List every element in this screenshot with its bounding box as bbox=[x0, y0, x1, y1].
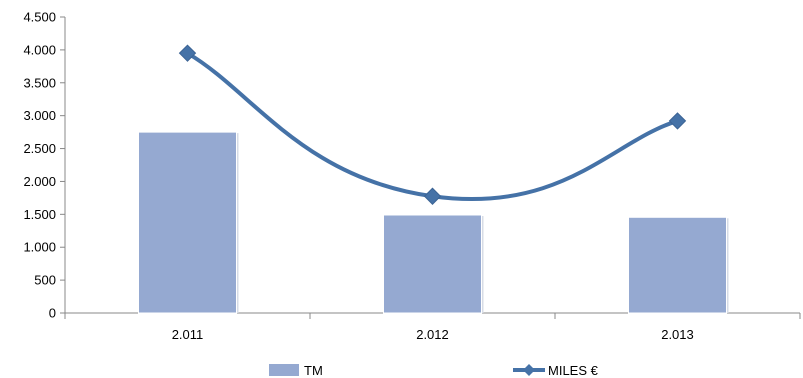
y-tick-label: 2.000 bbox=[23, 174, 56, 189]
y-tick-label: 500 bbox=[34, 273, 56, 288]
legend: TM MILES € bbox=[269, 363, 599, 378]
line-marker-0 bbox=[178, 44, 197, 62]
bar-series-tm bbox=[138, 131, 729, 314]
line-marker-1 bbox=[423, 187, 442, 205]
y-tick-label: 1.000 bbox=[23, 240, 56, 255]
line-marker-2 bbox=[668, 112, 687, 130]
y-tick-label: 0 bbox=[49, 306, 56, 321]
bar-tm-0 bbox=[138, 131, 237, 314]
x-axis: 2.011 2.012 2.013 bbox=[64, 312, 801, 342]
bar-tm-2 bbox=[628, 216, 727, 314]
y-tick-label: 4.000 bbox=[23, 42, 56, 57]
y-axis: 0 500 1.000 1.500 2.000 2.500 3.000 3.500 4.000 4… bbox=[23, 10, 66, 321]
y-tick-label: 2.500 bbox=[23, 141, 56, 156]
bar-tm-1 bbox=[383, 214, 482, 314]
line-series-miles bbox=[178, 44, 687, 205]
legend-label-miles: MILES € bbox=[548, 363, 599, 378]
legend-label-tm: TM bbox=[304, 363, 323, 378]
y-tick-label: 4.500 bbox=[23, 10, 56, 25]
y-tick-label: 3.500 bbox=[23, 75, 56, 90]
y-tick-label: 3.000 bbox=[23, 108, 56, 123]
line-miles-path bbox=[185, 51, 680, 202]
x-tick-label: 2.012 bbox=[416, 327, 449, 342]
legend-swatch-miles-marker bbox=[523, 364, 535, 376]
y-tick-label: 1.500 bbox=[23, 207, 56, 222]
legend-swatch-tm bbox=[269, 364, 299, 376]
x-tick-label: 2.013 bbox=[661, 327, 694, 342]
x-tick-label: 2.011 bbox=[172, 327, 204, 342]
